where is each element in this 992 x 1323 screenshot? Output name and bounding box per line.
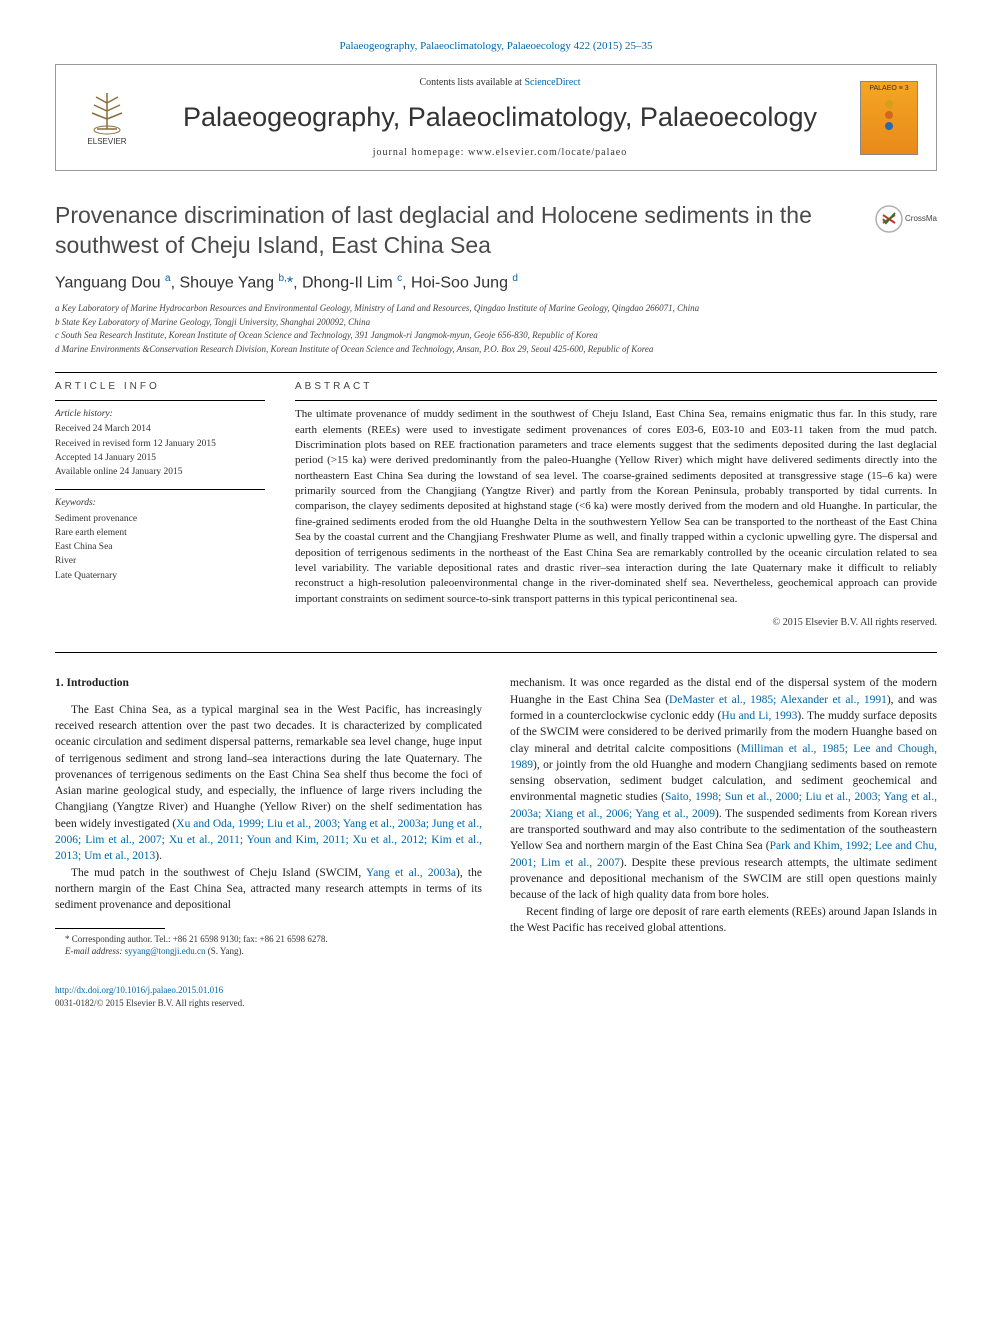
elsevier-logo[interactable]: ELSEVIER — [74, 83, 140, 153]
crossmark-badge[interactable]: CrossMark — [875, 205, 937, 237]
footnote-divider — [55, 928, 165, 929]
article-info-label: ARTICLE INFO — [55, 381, 265, 392]
history-item: Received 24 March 2014 — [55, 422, 265, 436]
abstract-label: ABSTRACT — [295, 381, 937, 392]
affiliation: a Key Laboratory of Marine Hydrocarbon R… — [55, 302, 937, 316]
history-heading: Article history: — [55, 407, 265, 421]
issn-copyright: 0031-0182/© 2015 Elsevier B.V. All right… — [55, 997, 937, 1010]
section-heading: 1. Introduction — [55, 675, 482, 691]
affiliation: d Marine Environments &Conservation Rese… — [55, 343, 937, 357]
cover-dot — [885, 111, 893, 119]
journal-homepage: journal homepage: www.elsevier.com/locat… — [140, 147, 860, 158]
abstract: ABSTRACT The ultimate provenance of mudd… — [295, 381, 937, 628]
elsevier-tree-icon — [82, 89, 132, 135]
citation-link[interactable]: DeMaster et al., 1985; Alexander et al.,… — [669, 694, 887, 706]
article-info: ARTICLE INFO Article history: Received 2… — [55, 381, 265, 628]
authors: Yanguang Dou a, Shouye Yang b,*, Dhong-I… — [55, 273, 937, 292]
divider — [55, 400, 265, 401]
citation-link[interactable]: Yang et al., 2003a — [366, 867, 456, 879]
keyword: Late Quaternary — [55, 569, 265, 583]
contents-line: Contents lists available at ScienceDirec… — [140, 77, 860, 88]
left-column: 1. Introduction The East China Sea, as a… — [55, 675, 482, 958]
paragraph: Recent finding of large ore deposit of r… — [510, 904, 937, 937]
journal-header: ELSEVIER Contents lists available at Sci… — [55, 64, 937, 171]
article-title: Provenance discrimination of last deglac… — [55, 201, 855, 261]
keyword: East China Sea — [55, 540, 265, 554]
journal-name: Palaeogeography, Palaeoclimatology, Pala… — [140, 102, 860, 133]
history-item: Received in revised form 12 January 2015 — [55, 437, 265, 451]
paragraph: The East China Sea, as a typical margina… — [55, 702, 482, 865]
cover-dot — [885, 100, 893, 108]
history-item: Accepted 14 January 2015 — [55, 451, 265, 465]
homepage-url[interactable]: www.elsevier.com/locate/palaeo — [468, 147, 627, 158]
divider — [55, 652, 937, 653]
footer: http://dx.doi.org/10.1016/j.palaeo.2015.… — [55, 984, 937, 1009]
svg-text:CrossMark: CrossMark — [905, 214, 937, 223]
cover-dot — [885, 122, 893, 130]
divider — [295, 400, 937, 401]
affiliations: a Key Laboratory of Marine Hydrocarbon R… — [55, 302, 937, 356]
keyword: Sediment provenance — [55, 512, 265, 526]
corresponding-author-footnote: * Corresponding author. Tel.: +86 21 659… — [55, 933, 482, 958]
affiliation: c South Sea Research Institute, Korean I… — [55, 329, 937, 343]
sciencedirect-link[interactable]: ScienceDirect — [524, 77, 580, 88]
history-item: Available online 24 January 2015 — [55, 465, 265, 479]
divider — [55, 489, 265, 490]
abstract-copyright: © 2015 Elsevier B.V. All rights reserved… — [295, 617, 937, 628]
keyword: Rare earth element — [55, 526, 265, 540]
paragraph: The mud patch in the southwest of Cheju … — [55, 865, 482, 914]
divider — [55, 372, 937, 373]
journal-citation[interactable]: Palaeogeography, Palaeoclimatology, Pala… — [55, 40, 937, 52]
keywords-heading: Keywords: — [55, 496, 265, 510]
body-text: 1. Introduction The East China Sea, as a… — [55, 675, 937, 958]
elsevier-label: ELSEVIER — [87, 137, 126, 146]
journal-cover-thumbnail[interactable]: PALAEO ≡ 3 — [860, 81, 918, 155]
doi-link[interactable]: http://dx.doi.org/10.1016/j.palaeo.2015.… — [55, 984, 937, 997]
abstract-text: The ultimate provenance of muddy sedimen… — [295, 407, 937, 607]
right-column: mechanism. It was once regarded as the d… — [510, 675, 937, 958]
affiliation: b State Key Laboratory of Marine Geology… — [55, 316, 937, 330]
paragraph: mechanism. It was once regarded as the d… — [510, 675, 937, 904]
keyword: River — [55, 554, 265, 568]
citation-link[interactable]: Hu and Li, 1993 — [721, 710, 797, 722]
email-link[interactable]: syyang@tongji.edu.cn — [125, 946, 206, 956]
